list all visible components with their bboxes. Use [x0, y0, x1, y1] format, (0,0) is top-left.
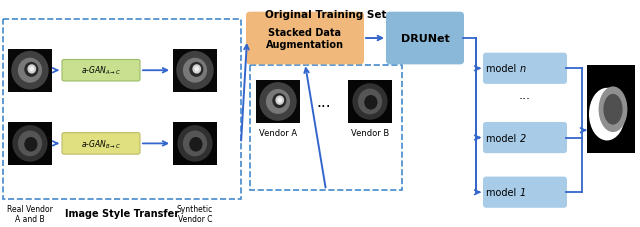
Text: model: model: [486, 133, 519, 143]
Ellipse shape: [12, 52, 49, 90]
Text: Original Training Set: Original Training Set: [265, 10, 387, 20]
Text: Synthetic
Vendor C: Synthetic Vendor C: [177, 204, 213, 223]
Ellipse shape: [353, 84, 388, 120]
Text: ...: ...: [519, 89, 531, 102]
Bar: [256, 81, 300, 123]
Ellipse shape: [266, 90, 290, 114]
FancyBboxPatch shape: [483, 177, 567, 208]
Text: $a$-$GAN_{B\rightarrow C}$: $a$-$GAN_{B\rightarrow C}$: [81, 138, 121, 150]
Text: Vendor A: Vendor A: [259, 128, 297, 137]
FancyBboxPatch shape: [62, 133, 140, 154]
Text: model: model: [486, 64, 519, 74]
Ellipse shape: [195, 67, 199, 72]
Ellipse shape: [259, 83, 297, 121]
Bar: [8, 122, 52, 165]
Ellipse shape: [358, 89, 382, 115]
FancyBboxPatch shape: [483, 122, 567, 153]
Ellipse shape: [29, 67, 34, 72]
Ellipse shape: [189, 63, 204, 78]
Ellipse shape: [193, 65, 201, 74]
Ellipse shape: [177, 126, 212, 162]
Text: 2: 2: [520, 133, 526, 143]
Ellipse shape: [278, 98, 282, 103]
FancyBboxPatch shape: [386, 13, 464, 65]
Text: ...: ...: [317, 94, 332, 109]
Bar: [173, 49, 217, 92]
Ellipse shape: [604, 94, 623, 125]
Ellipse shape: [24, 63, 38, 78]
Ellipse shape: [12, 126, 47, 162]
FancyBboxPatch shape: [246, 13, 364, 65]
Ellipse shape: [189, 137, 202, 152]
Text: model: model: [486, 187, 519, 197]
Ellipse shape: [18, 131, 42, 157]
Text: $a$-$GAN_{A\rightarrow C}$: $a$-$GAN_{A\rightarrow C}$: [81, 65, 121, 77]
Ellipse shape: [598, 87, 627, 133]
Bar: [3, 20, 241, 199]
Text: Stacked Data
Augmentation: Stacked Data Augmentation: [266, 28, 344, 50]
Ellipse shape: [183, 131, 207, 157]
Ellipse shape: [364, 96, 378, 110]
Text: n: n: [520, 64, 526, 74]
Ellipse shape: [275, 96, 284, 105]
FancyBboxPatch shape: [483, 53, 567, 84]
Text: DRUNet: DRUNet: [401, 34, 449, 44]
Text: Vendor B: Vendor B: [351, 128, 389, 137]
Bar: [250, 66, 402, 190]
Text: 1: 1: [520, 187, 526, 197]
Ellipse shape: [589, 88, 625, 141]
Text: Real Vendor
A and B: Real Vendor A and B: [7, 204, 53, 223]
Bar: [8, 49, 52, 92]
Bar: [348, 81, 392, 123]
Ellipse shape: [176, 52, 214, 90]
Ellipse shape: [28, 65, 36, 74]
Ellipse shape: [18, 59, 42, 83]
Bar: [587, 66, 635, 153]
Text: Image Style Transfer: Image Style Transfer: [65, 208, 179, 218]
FancyBboxPatch shape: [62, 60, 140, 81]
Ellipse shape: [24, 137, 38, 152]
Bar: [173, 122, 217, 165]
Ellipse shape: [272, 94, 286, 109]
Ellipse shape: [183, 59, 207, 83]
